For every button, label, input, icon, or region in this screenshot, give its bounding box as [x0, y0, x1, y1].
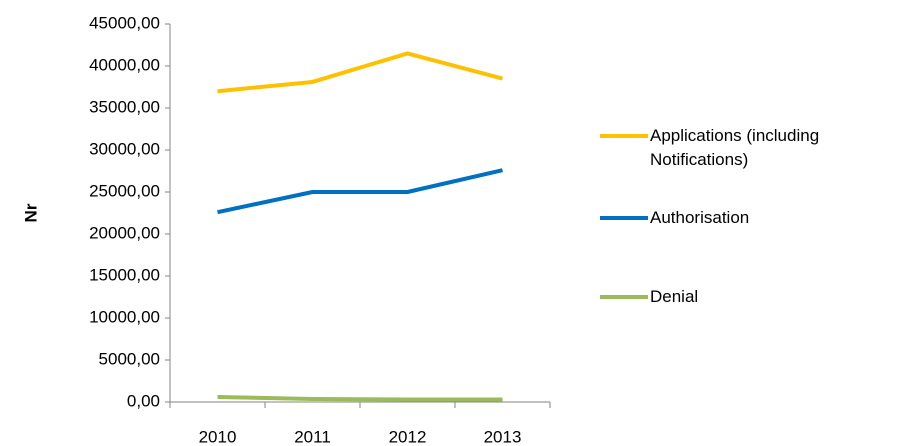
y-tick-label: 15000,00: [89, 265, 160, 284]
legend-label: Authorisation: [650, 208, 750, 227]
y-tick-label: 35000,00: [89, 97, 160, 116]
y-tick-label: 20000,00: [89, 223, 160, 242]
series-line: [217, 394, 503, 402]
x-tick-label: 2012: [389, 427, 427, 446]
legend-label: Denial: [650, 287, 699, 306]
series-line: [217, 168, 503, 215]
y-tick-label: 45000,00: [89, 13, 160, 32]
x-tick-label: 2013: [484, 427, 522, 446]
y-tick-label: 5000,00: [99, 349, 160, 368]
y-axis-label: Nr: [21, 203, 40, 222]
series-line: [217, 51, 504, 94]
legend-label: Applications (including Notifications): [650, 126, 820, 169]
x-tick-label: 2010: [199, 427, 237, 446]
y-tick-label: 30000,00: [89, 139, 160, 158]
y-tick-label: 25000,00: [89, 181, 160, 200]
x-tick-label: 2011: [294, 427, 331, 446]
y-tick-label: 10000,00: [89, 307, 160, 326]
y-tick-label: 0,00: [127, 391, 160, 410]
y-tick-label: 40000,00: [89, 55, 160, 74]
